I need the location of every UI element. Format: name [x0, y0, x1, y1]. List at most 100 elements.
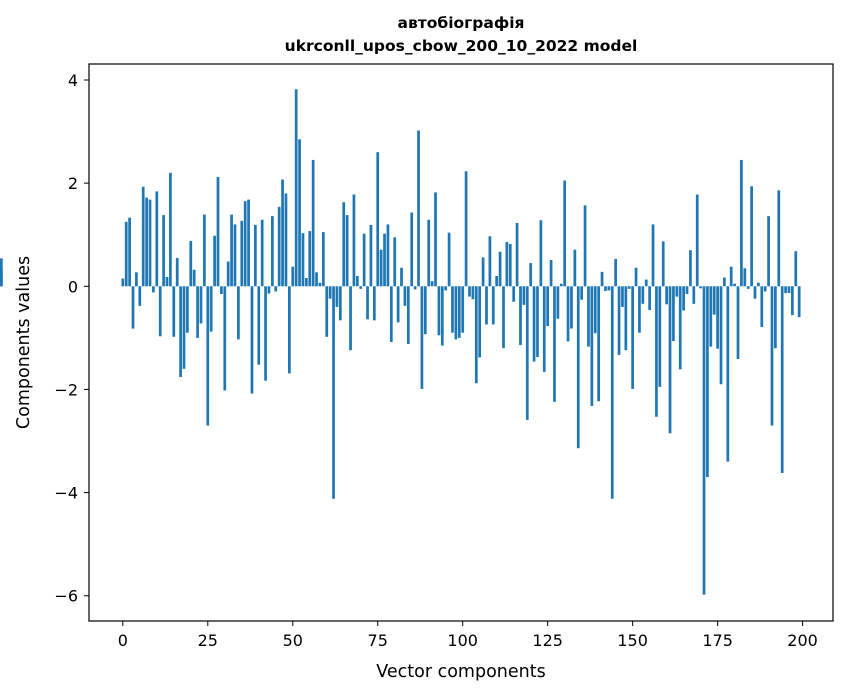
bar-67	[349, 286, 352, 351]
bar-142	[604, 286, 607, 291]
bar-80	[393, 237, 397, 287]
x-tick-label: 50	[283, 631, 303, 650]
bar-113	[505, 241, 509, 287]
bar-76	[379, 249, 383, 287]
bar-163	[675, 286, 679, 297]
bar-59	[321, 232, 325, 287]
bar-181	[736, 286, 740, 359]
bar-120	[529, 263, 533, 287]
bar-24	[203, 214, 206, 287]
bar-122	[536, 286, 539, 357]
bar-157	[655, 286, 658, 417]
bar-182	[740, 159, 743, 287]
bar-97	[451, 286, 454, 333]
bar-39	[254, 224, 257, 287]
bar-17	[179, 286, 182, 378]
bar-133	[573, 249, 577, 287]
bar-70	[359, 286, 363, 289]
bar-52	[298, 139, 301, 287]
bar-160	[665, 286, 668, 305]
bar-129	[559, 283, 563, 287]
bar-136	[583, 205, 587, 287]
bar-35	[240, 220, 244, 287]
bar-141	[600, 271, 604, 287]
y-axis-ticks: 4 2 0 −2 −4 −6	[54, 71, 89, 606]
y-axis-title: Components values	[14, 256, 34, 429]
bar-184	[746, 286, 750, 289]
bar-13	[165, 277, 169, 287]
bar-42	[264, 286, 267, 381]
bar-54	[304, 278, 308, 287]
bar-143	[607, 286, 611, 291]
bar-77	[383, 233, 386, 287]
bar-172	[706, 286, 709, 478]
bar-6	[141, 186, 145, 287]
bar-176	[719, 286, 723, 385]
bar-43	[267, 286, 271, 294]
bar-1	[124, 221, 128, 287]
bar-37	[247, 199, 250, 287]
bar-58	[318, 282, 322, 287]
bar-158	[658, 286, 662, 387]
bar-44	[271, 216, 274, 287]
bar-83	[403, 286, 407, 306]
bar-111	[498, 251, 502, 287]
bar-117	[519, 286, 522, 346]
bar-118	[522, 286, 526, 305]
bar-90	[427, 219, 431, 287]
bar-178	[726, 286, 730, 462]
bar-30	[223, 286, 227, 391]
bar-168	[692, 286, 696, 304]
bar-149	[627, 286, 631, 289]
bar-125	[546, 286, 550, 326]
bar-85	[410, 212, 414, 287]
bar-186	[753, 286, 757, 299]
bar-74	[372, 286, 376, 321]
bar-72	[366, 286, 369, 320]
bar-96	[447, 232, 451, 287]
bar-199	[797, 286, 801, 318]
bar-9	[152, 286, 155, 293]
bar-139	[593, 286, 597, 334]
bar-144	[610, 286, 614, 499]
bar-185	[750, 186, 753, 287]
bar-64	[338, 286, 342, 321]
bar-100	[461, 286, 465, 333]
bar-33	[233, 224, 237, 287]
bar-91	[430, 281, 434, 287]
bar-79	[389, 286, 393, 342]
bar-45	[274, 286, 278, 292]
bar-14	[169, 172, 172, 287]
x-axis-ticks: 0 25 50 75 100 125 150 175 200	[118, 621, 818, 650]
chart-title-line-1: автобіографія	[398, 14, 525, 32]
bar-109	[491, 286, 495, 325]
bar-156	[651, 224, 655, 287]
bar-116	[515, 222, 519, 287]
bar-146	[617, 286, 621, 355]
bar-93	[437, 286, 441, 336]
bar-11	[158, 286, 162, 337]
bar-41	[260, 219, 264, 287]
bar-46	[277, 206, 281, 287]
bar-115	[512, 286, 516, 302]
bar-88	[420, 286, 424, 389]
bar-16	[175, 257, 179, 287]
bar-29	[220, 286, 223, 295]
bar-189	[763, 286, 767, 292]
bar-40	[257, 286, 261, 365]
bar-161	[668, 286, 672, 434]
bar-108	[488, 236, 492, 287]
y-tick-label: 4	[68, 71, 78, 90]
bar-191	[770, 286, 774, 426]
bar-193	[777, 190, 781, 287]
bar-61	[328, 286, 332, 299]
bar-55	[308, 231, 312, 287]
bar-147	[621, 286, 624, 307]
x-tick-label: 25	[198, 631, 218, 650]
bar-104	[474, 286, 478, 384]
bar-150	[631, 286, 634, 389]
bar-177	[723, 277, 726, 287]
bar-152	[638, 286, 641, 333]
bar-194	[780, 286, 784, 473]
